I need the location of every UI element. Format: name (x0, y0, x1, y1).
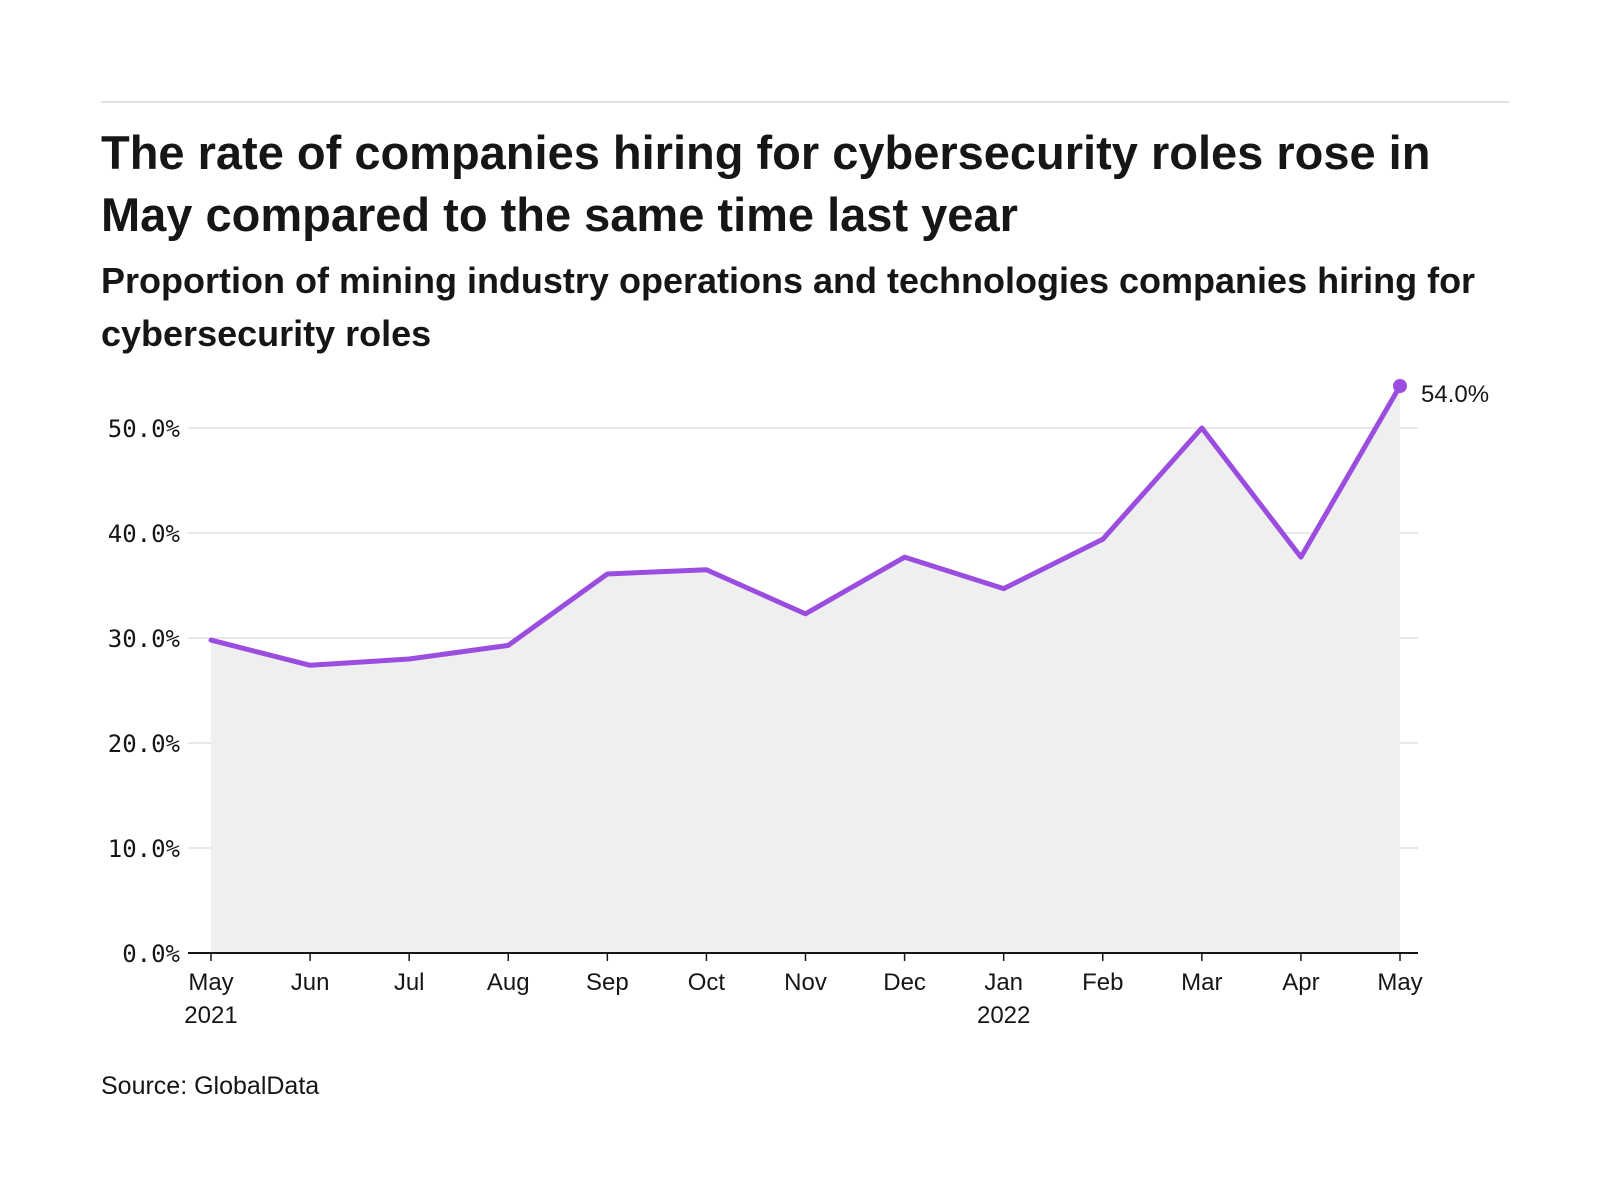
x-year-label: 2021 (184, 1002, 237, 1029)
y-tick-label: 20.0% (108, 730, 181, 758)
x-tick-label: Jan (984, 969, 1023, 996)
last-data-point (1393, 379, 1407, 393)
x-tick-label: Sep (586, 969, 629, 996)
last-value-label: 54.0% (1421, 381, 1489, 408)
x-tick-label: Jun (291, 969, 330, 996)
x-tick-label: Mar (1181, 969, 1222, 996)
y-tick-label: 50.0% (108, 415, 181, 443)
x-tick-label: Oct (688, 969, 726, 996)
area-fill (211, 386, 1400, 953)
x-year-label: 2022 (977, 1002, 1030, 1029)
chart-title: The rate of companies hiring for cyberse… (101, 126, 1431, 241)
x-tick-label: Apr (1282, 969, 1319, 996)
source-note: Source: GlobalData (101, 1072, 320, 1100)
y-tick-label: 0.0% (122, 940, 180, 968)
y-tick-label: 30.0% (108, 625, 181, 653)
x-tick-label: Aug (487, 969, 530, 996)
top-divider (101, 101, 1509, 103)
x-tick-label: Feb (1082, 969, 1123, 996)
x-tick-label: Dec (883, 969, 926, 996)
y-tick-label: 10.0% (108, 835, 181, 863)
series-line (208, 383, 1403, 668)
y-tick-label: 40.0% (108, 520, 181, 548)
x-tick-label: May (1377, 969, 1422, 996)
chart-subtitle: Proportion of mining industry operations… (101, 260, 1476, 354)
x-tick-label: May (188, 969, 233, 996)
x-tick-label: Nov (784, 969, 827, 996)
x-tick-label: Jul (394, 969, 425, 996)
